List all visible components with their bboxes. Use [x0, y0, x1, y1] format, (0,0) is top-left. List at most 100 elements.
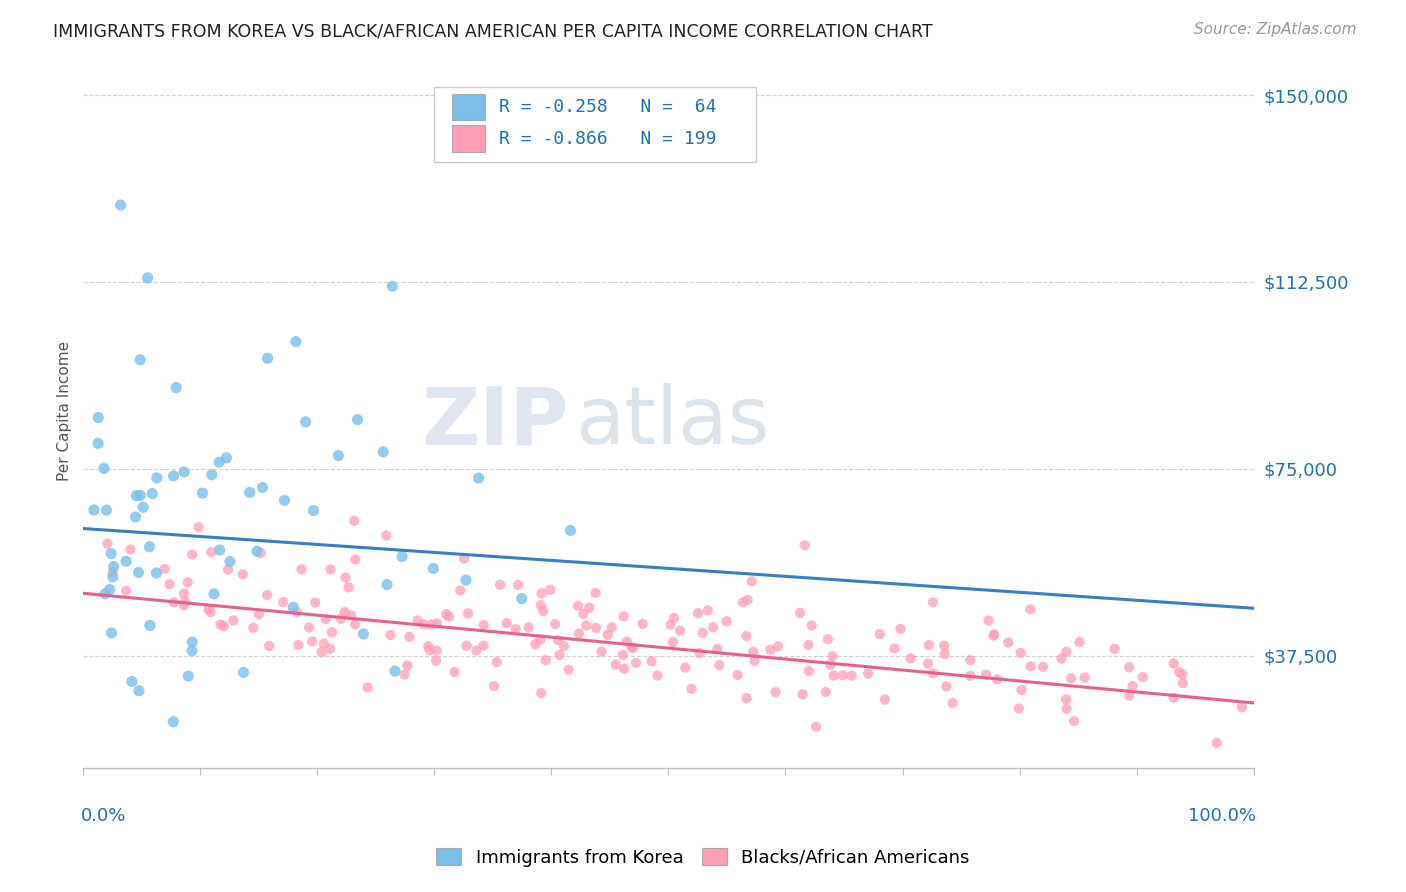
- FancyBboxPatch shape: [434, 87, 756, 162]
- Point: [129, 352, 152, 367]
- Point: [124, 510, 146, 524]
- Point: [418, 639, 440, 653]
- Point: [96, 536, 118, 550]
- Point: [530, 598, 553, 612]
- Point: [312, 637, 335, 651]
- Point: [1019, 659, 1042, 673]
- Point: [247, 607, 270, 622]
- Point: [115, 583, 138, 598]
- Point: [741, 574, 763, 589]
- Point: [83, 503, 105, 517]
- Point: [252, 481, 274, 495]
- Point: [139, 618, 162, 632]
- Point: [766, 640, 789, 654]
- Point: [159, 577, 181, 591]
- Point: [394, 667, 416, 681]
- Point: [98, 582, 121, 597]
- Point: [1063, 714, 1085, 728]
- Point: [1205, 736, 1227, 750]
- Point: [129, 488, 152, 502]
- Point: [735, 691, 758, 706]
- Point: [557, 663, 579, 677]
- Point: [673, 660, 696, 674]
- Point: [187, 520, 209, 534]
- Text: 0.0%: 0.0%: [82, 807, 127, 825]
- Point: [232, 665, 254, 680]
- Point: [271, 595, 294, 609]
- Point: [1104, 642, 1126, 657]
- Point: [174, 594, 197, 608]
- Point: [285, 605, 308, 619]
- Point: [181, 548, 204, 562]
- Point: [820, 657, 842, 672]
- Point: [284, 334, 307, 349]
- Point: [534, 653, 557, 667]
- Point: [1011, 682, 1033, 697]
- Point: [591, 645, 613, 659]
- Point: [1163, 690, 1185, 705]
- Point: [1019, 602, 1042, 616]
- Point: [1060, 671, 1083, 685]
- Point: [100, 547, 122, 561]
- Point: [530, 686, 553, 700]
- Point: [426, 616, 449, 631]
- Point: [467, 471, 489, 485]
- Point: [298, 621, 321, 635]
- Point: [181, 635, 204, 649]
- Point: [869, 627, 891, 641]
- Point: [420, 617, 443, 632]
- Point: [640, 654, 662, 668]
- Point: [831, 668, 853, 682]
- Point: [132, 500, 155, 515]
- Point: [917, 657, 939, 671]
- Text: 100.0%: 100.0%: [1188, 807, 1256, 825]
- Point: [575, 618, 598, 632]
- Point: [457, 607, 479, 621]
- Point: [87, 436, 110, 450]
- Point: [232, 567, 254, 582]
- Point: [1171, 667, 1194, 681]
- Point: [443, 665, 465, 679]
- Point: [373, 445, 395, 459]
- Point: [689, 646, 711, 660]
- Point: [613, 609, 636, 624]
- FancyBboxPatch shape: [451, 126, 485, 152]
- Point: [208, 455, 231, 469]
- Text: atlas: atlas: [575, 383, 769, 461]
- Point: [789, 606, 811, 620]
- Point: [1171, 676, 1194, 690]
- Point: [121, 674, 143, 689]
- Point: [921, 666, 943, 681]
- Point: [100, 626, 122, 640]
- Point: [621, 640, 644, 655]
- Point: [352, 627, 374, 641]
- Point: [215, 450, 238, 465]
- Point: [605, 657, 627, 672]
- Point: [495, 616, 517, 631]
- Point: [304, 595, 326, 609]
- Point: [1230, 700, 1253, 714]
- Point: [449, 583, 471, 598]
- Point: [612, 648, 634, 662]
- Point: [110, 198, 132, 212]
- Point: [1118, 689, 1140, 703]
- Point: [120, 542, 142, 557]
- Point: [302, 503, 325, 517]
- Point: [335, 570, 357, 584]
- Point: [101, 565, 124, 579]
- Point: [398, 630, 420, 644]
- Point: [283, 600, 305, 615]
- Y-axis label: Per Capita Income: Per Capita Income: [58, 342, 72, 482]
- Point: [202, 587, 225, 601]
- Point: [702, 620, 724, 634]
- Point: [856, 666, 879, 681]
- Point: [900, 651, 922, 665]
- Point: [686, 606, 709, 620]
- Point: [1069, 635, 1091, 649]
- Point: [934, 647, 956, 661]
- Point: [200, 545, 222, 559]
- Point: [800, 618, 823, 632]
- Point: [146, 471, 169, 485]
- Point: [136, 270, 159, 285]
- Point: [547, 633, 569, 648]
